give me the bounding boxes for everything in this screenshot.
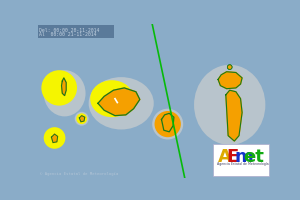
Polygon shape	[61, 78, 66, 96]
Text: A: A	[218, 148, 232, 166]
Ellipse shape	[194, 65, 266, 145]
Polygon shape	[98, 88, 140, 116]
Text: Del: 00:00 20-11-2014: Del: 00:00 20-11-2014	[39, 28, 99, 33]
Text: Agencia Estatal de Meteorología: Agencia Estatal de Meteorología	[217, 162, 269, 166]
Text: Al  00:00 21-11-2014: Al 00:00 21-11-2014	[39, 32, 97, 37]
Circle shape	[154, 111, 181, 137]
FancyBboxPatch shape	[38, 25, 114, 38]
Circle shape	[227, 65, 232, 69]
Circle shape	[227, 65, 232, 69]
Circle shape	[76, 113, 87, 124]
Polygon shape	[161, 113, 174, 132]
Ellipse shape	[44, 70, 86, 116]
Polygon shape	[218, 72, 242, 89]
Text: © Agencia Estatal de Meteorología: © Agencia Estatal de Meteorología	[40, 172, 118, 176]
Polygon shape	[79, 116, 85, 122]
Text: et: et	[244, 148, 265, 166]
Ellipse shape	[89, 77, 154, 129]
Polygon shape	[52, 134, 58, 143]
FancyBboxPatch shape	[213, 144, 269, 176]
Circle shape	[41, 70, 77, 106]
Text: E: E	[226, 148, 239, 166]
Polygon shape	[226, 90, 242, 141]
Ellipse shape	[90, 80, 134, 117]
Text: m: m	[234, 148, 253, 166]
Circle shape	[227, 65, 232, 69]
Circle shape	[152, 109, 183, 140]
Circle shape	[75, 112, 89, 126]
Circle shape	[44, 127, 65, 149]
